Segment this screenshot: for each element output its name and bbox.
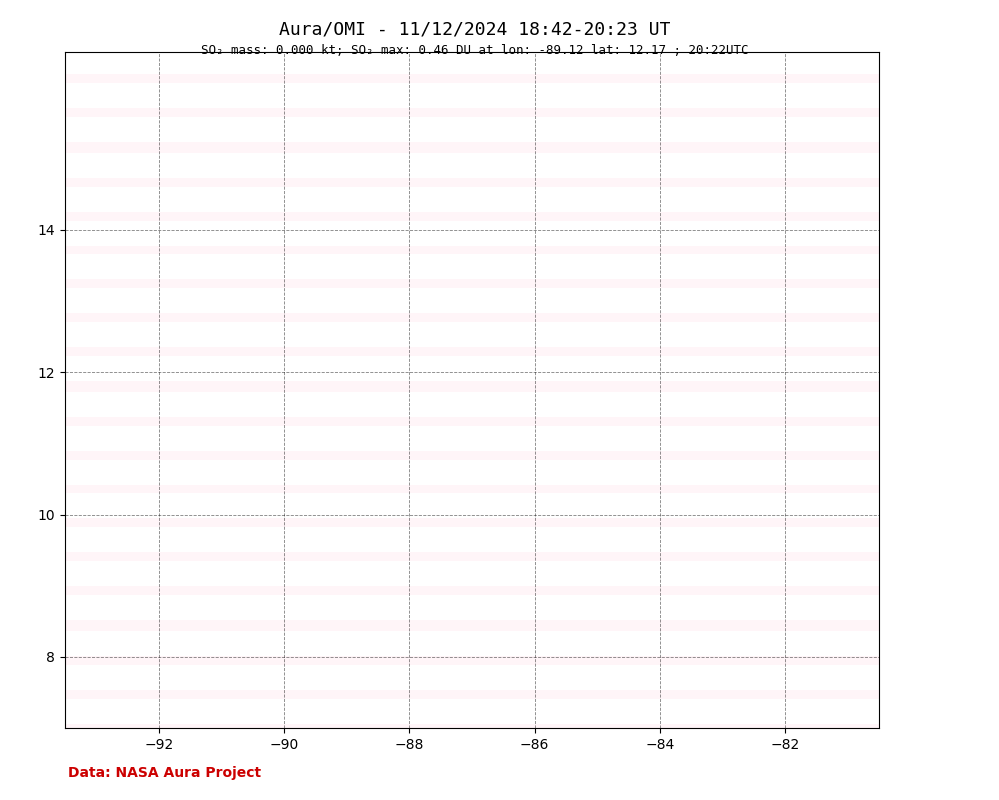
Text: Data: NASA Aura Project: Data: NASA Aura Project bbox=[68, 766, 261, 780]
Text: Aura/OMI - 11/12/2024 18:42-20:23 UT: Aura/OMI - 11/12/2024 18:42-20:23 UT bbox=[279, 20, 670, 38]
Text: SO₂ mass: 0.000 kt; SO₂ max: 0.46 DU at lon: -89.12 lat: 12.17 ; 20:22UTC: SO₂ mass: 0.000 kt; SO₂ max: 0.46 DU at … bbox=[201, 44, 748, 57]
